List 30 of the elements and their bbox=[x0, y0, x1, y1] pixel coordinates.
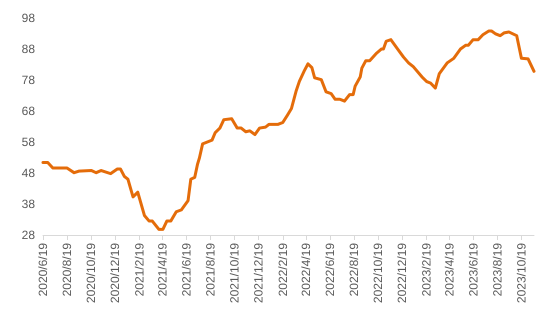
x-tick-label: 2023/4/19 bbox=[442, 242, 456, 296]
y-tick-label: 98 bbox=[22, 11, 36, 25]
y-tick-label: 48 bbox=[22, 166, 36, 180]
y-tick-label: 78 bbox=[22, 73, 36, 87]
x-tick-label: 2022/10/19 bbox=[370, 242, 385, 304]
x-tick-label: 2021/10/19 bbox=[227, 242, 242, 304]
y-tick-label: 88 bbox=[22, 42, 36, 56]
x-tick-label: 2022/4/19 bbox=[298, 242, 313, 296]
y-tick-label: 38 bbox=[22, 197, 36, 211]
x-tick-label: 2022/8/19 bbox=[346, 242, 361, 296]
x-tick-label: 2022/12/19 bbox=[394, 242, 409, 304]
y-tick-label: 58 bbox=[22, 135, 36, 149]
x-tick-label: 2021/4/19 bbox=[156, 242, 170, 296]
y-tick-label: 28 bbox=[22, 228, 36, 242]
x-tick-label: 2020/12/19 bbox=[108, 242, 122, 304]
x-tick-label: 2020/8/19 bbox=[60, 242, 74, 296]
x-tick-label: 2023/8/19 bbox=[490, 242, 504, 296]
x-tick-label: 2021/8/19 bbox=[203, 242, 218, 296]
x-tick-label: 2021/2/19 bbox=[132, 242, 146, 296]
x-tick-label: 2022/6/19 bbox=[322, 242, 337, 296]
x-tick-label: 2022/2/19 bbox=[276, 242, 290, 296]
x-tick-label: 2023/6/19 bbox=[466, 242, 480, 296]
x-tick-label: 2021/12/19 bbox=[251, 242, 266, 304]
x-tick-label: 2021/6/19 bbox=[179, 242, 194, 296]
y-tick-label: 68 bbox=[22, 104, 36, 118]
x-tick-label: 2020/6/19 bbox=[36, 242, 50, 296]
x-tick-label: 2023/2/19 bbox=[419, 242, 434, 296]
x-tick-label: 2023/10/19 bbox=[514, 242, 528, 304]
line-series bbox=[42, 30, 536, 231]
x-tick-label: 2020/10/19 bbox=[84, 242, 98, 304]
